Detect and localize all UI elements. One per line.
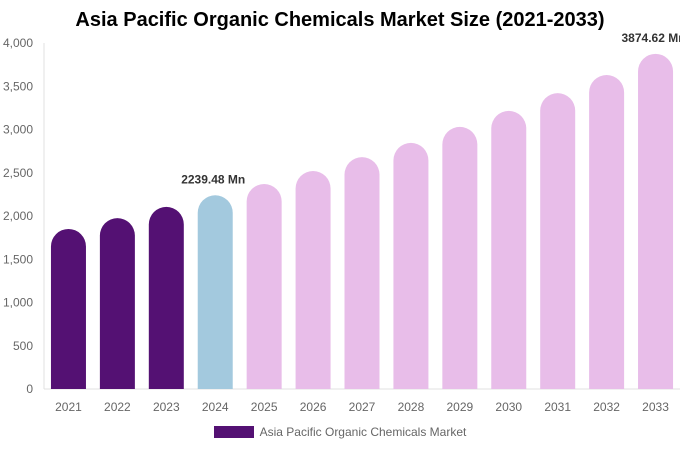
x-tick-label: 2025 — [251, 400, 278, 414]
bar-2027 — [344, 157, 380, 389]
bar-2021 — [50, 228, 86, 389]
legend-swatch — [213, 426, 254, 438]
y-tick-label: 3,500 — [3, 79, 33, 93]
x-tick-label: 2033 — [642, 400, 669, 414]
x-tick-label: 2024 — [202, 400, 229, 414]
x-tick-label: 2029 — [446, 400, 473, 414]
data-label: 3874.62 Mn — [622, 31, 680, 45]
x-tick-label: 2022 — [104, 400, 131, 414]
y-tick-label: 1,000 — [3, 296, 33, 310]
y-tick-label: 2,500 — [3, 166, 33, 180]
legend-label: Asia Pacific Organic Chemicals Market — [259, 425, 467, 439]
x-tick-label: 2032 — [593, 400, 620, 414]
x-tick-label: 2028 — [398, 400, 425, 414]
bar-2033 — [638, 53, 674, 389]
x-tick-label: 2021 — [55, 400, 82, 414]
x-tick-label: 2030 — [495, 400, 522, 414]
bar-2025 — [246, 183, 282, 389]
x-tick-label: 2027 — [349, 400, 376, 414]
x-tick-label: 2031 — [544, 400, 571, 414]
chart-title: Asia Pacific Organic Chemicals Market Si… — [75, 9, 605, 31]
data-label: 2239.48 Mn — [181, 172, 245, 186]
y-tick-label: 3,000 — [3, 123, 33, 137]
bar-2028 — [393, 142, 429, 389]
x-tick-label: 2026 — [300, 400, 327, 414]
y-tick-label: 4,000 — [3, 36, 33, 50]
bar-2029 — [442, 126, 478, 390]
bar-2031 — [540, 93, 576, 390]
bar-2030 — [491, 110, 527, 389]
bar-2026 — [295, 171, 331, 389]
y-tick-label: 2,000 — [3, 209, 33, 223]
y-tick-label: 1,500 — [3, 252, 33, 266]
y-tick-label: 500 — [13, 339, 33, 353]
bar-2022 — [99, 218, 135, 389]
legend[interactable]: Asia Pacific Organic Chemicals Market — [0, 425, 680, 439]
bar-2032 — [589, 75, 625, 389]
bar-2023 — [148, 206, 184, 389]
y-tick-label: 0 — [26, 382, 33, 396]
x-tick-label: 2023 — [153, 400, 180, 414]
bar-2024 — [197, 195, 233, 389]
